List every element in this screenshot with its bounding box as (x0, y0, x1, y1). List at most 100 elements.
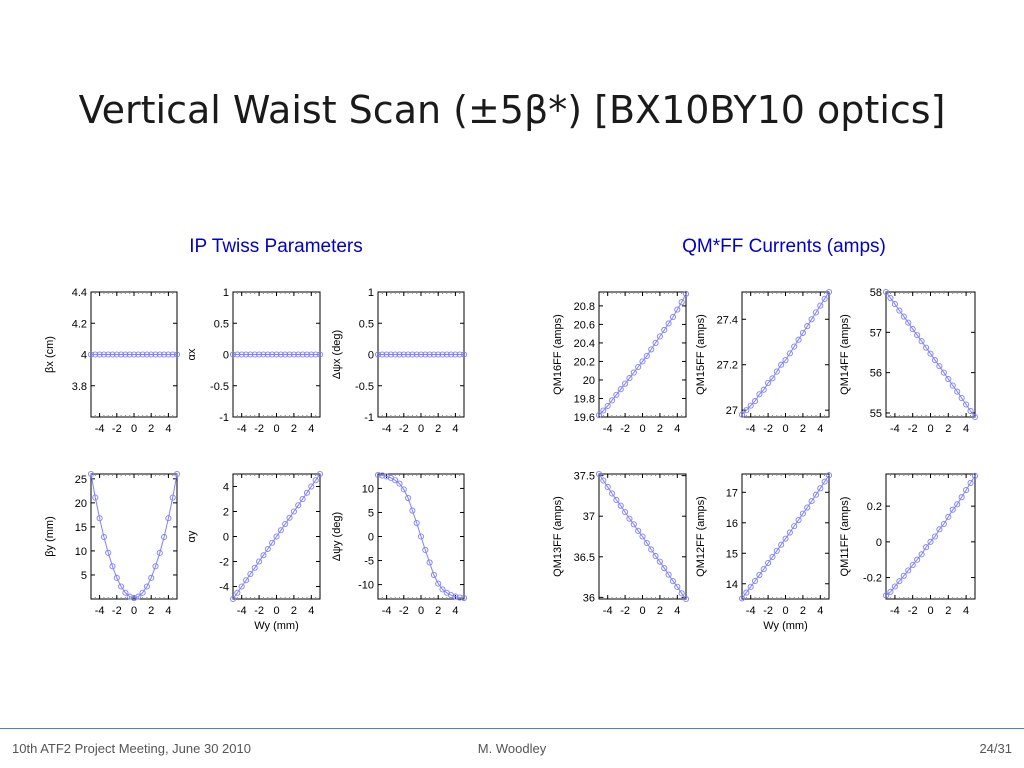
data-point (900, 313, 907, 320)
data-point (383, 351, 390, 358)
data-point (630, 369, 637, 376)
data-point (967, 407, 974, 415)
x-tick-label: -2 (112, 423, 122, 435)
y-tick-label: 1 (223, 287, 229, 299)
data-point (295, 351, 302, 358)
data-point (812, 309, 820, 316)
x-tick-label: 4 (308, 605, 314, 617)
y-tick-label: 2 (223, 507, 229, 519)
x-tick-label: 0 (782, 605, 788, 617)
data-point (173, 470, 181, 478)
y-axis-label: Δψy (deg) (331, 512, 343, 561)
y-tick-label: 37 (583, 511, 595, 523)
x-tick-label: -4 (890, 423, 900, 435)
data-point (426, 351, 433, 358)
data-point (617, 386, 624, 393)
data-point (643, 352, 650, 359)
data-point (152, 563, 159, 570)
data-point (918, 551, 925, 558)
data-point (242, 351, 250, 358)
data-point (443, 351, 450, 358)
data-point (251, 351, 258, 358)
data-point (639, 358, 646, 365)
data-point (392, 351, 399, 358)
x-tick-label: 4 (452, 423, 458, 435)
data-point (821, 295, 828, 302)
y-tick-label: 5 (368, 507, 374, 519)
data-point (277, 527, 284, 534)
data-point (130, 594, 138, 602)
data-point (379, 351, 386, 358)
data-point (896, 578, 903, 585)
x-tick-label: 2 (945, 605, 951, 617)
footer-meeting: 10th ATF2 Project Meeting, June 30 2010 (12, 741, 251, 756)
data-point (900, 572, 907, 579)
data-point (817, 302, 824, 309)
data-point (118, 583, 125, 590)
data-point (435, 580, 442, 587)
data-point (635, 527, 642, 534)
data-point (747, 402, 754, 409)
x-tick-label: -4 (237, 423, 247, 435)
y-tick-label: 3.8 (72, 381, 87, 393)
data-point (661, 565, 668, 572)
data-point (260, 351, 267, 358)
data-point (452, 593, 459, 600)
data-point (927, 538, 934, 545)
y-tick-label: 19.6 (574, 412, 595, 424)
y-tick-label: -0.2 (863, 573, 882, 585)
series-line (377, 474, 465, 599)
y-tick-label: 27 (726, 405, 738, 417)
data-point (256, 351, 263, 358)
data-point (967, 479, 974, 486)
chart-betay: -4 -2 0 2 4 5 10 15 20 25 βy (mm) (44, 470, 181, 617)
data-point (743, 407, 750, 414)
data-point (417, 533, 425, 540)
x-tick-label: -2 (399, 605, 409, 617)
data-point (604, 483, 611, 491)
data-point (87, 470, 95, 478)
data-point (778, 361, 785, 368)
data-point (626, 515, 633, 522)
y-tick-label: 19.8 (574, 393, 595, 405)
data-point (299, 351, 306, 358)
data-point (456, 351, 463, 358)
y-axis-label: Δψx (deg) (331, 330, 343, 379)
data-point (682, 595, 690, 603)
data-point (923, 544, 930, 551)
data-point (400, 486, 407, 493)
plot-frame (598, 291, 687, 418)
data-point (808, 498, 815, 505)
x-tick-label: 4 (674, 423, 680, 435)
data-point (905, 319, 912, 326)
data-point (773, 368, 780, 375)
data-point (756, 391, 763, 398)
data-point (622, 380, 629, 387)
data-point (374, 351, 382, 358)
data-point (949, 382, 956, 389)
data-point (100, 533, 107, 541)
y-tick-label: 20.4 (574, 338, 595, 350)
data-point (405, 494, 412, 502)
data-point (674, 306, 681, 313)
data-point (122, 351, 129, 358)
data-point (825, 288, 833, 296)
data-point (299, 495, 306, 503)
data-point (92, 351, 99, 358)
y-axis-label: QM12FF (amps) (695, 496, 707, 577)
data-point (295, 502, 302, 509)
data-point (909, 562, 916, 569)
data-point (122, 589, 129, 596)
y-tick-label: 0.2 (867, 501, 882, 513)
x-tick-label: 4 (963, 605, 969, 617)
y-tick-label: 36 (583, 592, 595, 604)
data-point (109, 351, 116, 358)
data-point (392, 477, 399, 484)
footer-divider (0, 728, 1024, 729)
data-point (109, 563, 116, 570)
y-tick-label: 4.2 (72, 318, 87, 330)
y-tick-label: 27.2 (717, 360, 738, 372)
y-tick-label: 27.4 (717, 314, 738, 326)
